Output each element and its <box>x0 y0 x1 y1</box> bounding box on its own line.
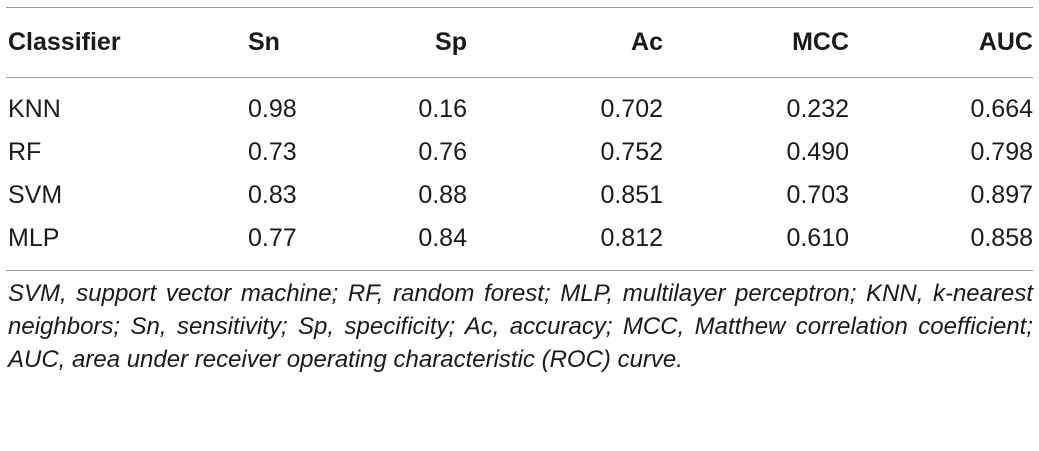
cell-sp: 0.16 <box>418 95 467 123</box>
cell-sp: 0.84 <box>418 224 467 252</box>
cell-classifier: SVM <box>8 181 63 209</box>
header-sn: Sn <box>248 28 280 56</box>
header-auc: AUC <box>978 28 1033 56</box>
cell-sn: 0.83 <box>248 181 297 209</box>
header-mcc: MCC <box>792 28 849 56</box>
cell-mcc: 0.610 <box>786 224 849 252</box>
table-header: Classifier Sn Sp Ac MCC AUC <box>6 8 1033 77</box>
header-ac: Ac <box>631 28 663 56</box>
cell-classifier: KNN <box>8 95 61 123</box>
cell-mcc: 0.490 <box>786 138 849 166</box>
cell-classifier: RF <box>8 138 42 166</box>
cell-ac: 0.752 <box>600 138 663 166</box>
table-footnote: SVM, support vector machine; RF, random … <box>8 280 1033 373</box>
table-body: KNN 0.98 0.16 0.702 0.232 0.664 RF 0.73 … <box>6 78 1033 270</box>
header-sp: Sp <box>435 28 467 56</box>
cell-sn: 0.73 <box>248 138 297 166</box>
cell-classifier: MLP <box>8 224 60 252</box>
header-classifier: Classifier <box>8 28 121 56</box>
table-row: MLP 0.77 0.84 0.812 0.610 0.858 <box>6 217 1033 260</box>
table-row: KNN 0.98 0.16 0.702 0.232 0.664 <box>6 88 1033 131</box>
cell-sn: 0.77 <box>248 224 297 252</box>
header-rule <box>6 77 1033 78</box>
table-row: SVM 0.83 0.88 0.851 0.703 0.897 <box>6 174 1033 217</box>
cell-sn: 0.98 <box>248 95 297 123</box>
cell-auc: 0.858 <box>970 224 1033 252</box>
cell-sp: 0.76 <box>418 138 467 166</box>
cell-ac: 0.812 <box>600 224 663 252</box>
table-row: RF 0.73 0.76 0.752 0.490 0.798 <box>6 131 1033 174</box>
cell-ac: 0.702 <box>600 95 663 123</box>
top-rule <box>6 7 1033 8</box>
cell-mcc: 0.232 <box>786 95 849 123</box>
cell-ac: 0.851 <box>600 181 663 209</box>
cell-sp: 0.88 <box>418 181 467 209</box>
results-table: Classifier Sn Sp Ac MCC AUC KNN 0.98 0.1… <box>6 0 1033 376</box>
cell-auc: 0.897 <box>970 181 1033 209</box>
cell-auc: 0.664 <box>970 95 1033 123</box>
bottom-rule <box>6 270 1033 271</box>
cell-auc: 0.798 <box>970 138 1033 166</box>
cell-mcc: 0.703 <box>786 181 849 209</box>
